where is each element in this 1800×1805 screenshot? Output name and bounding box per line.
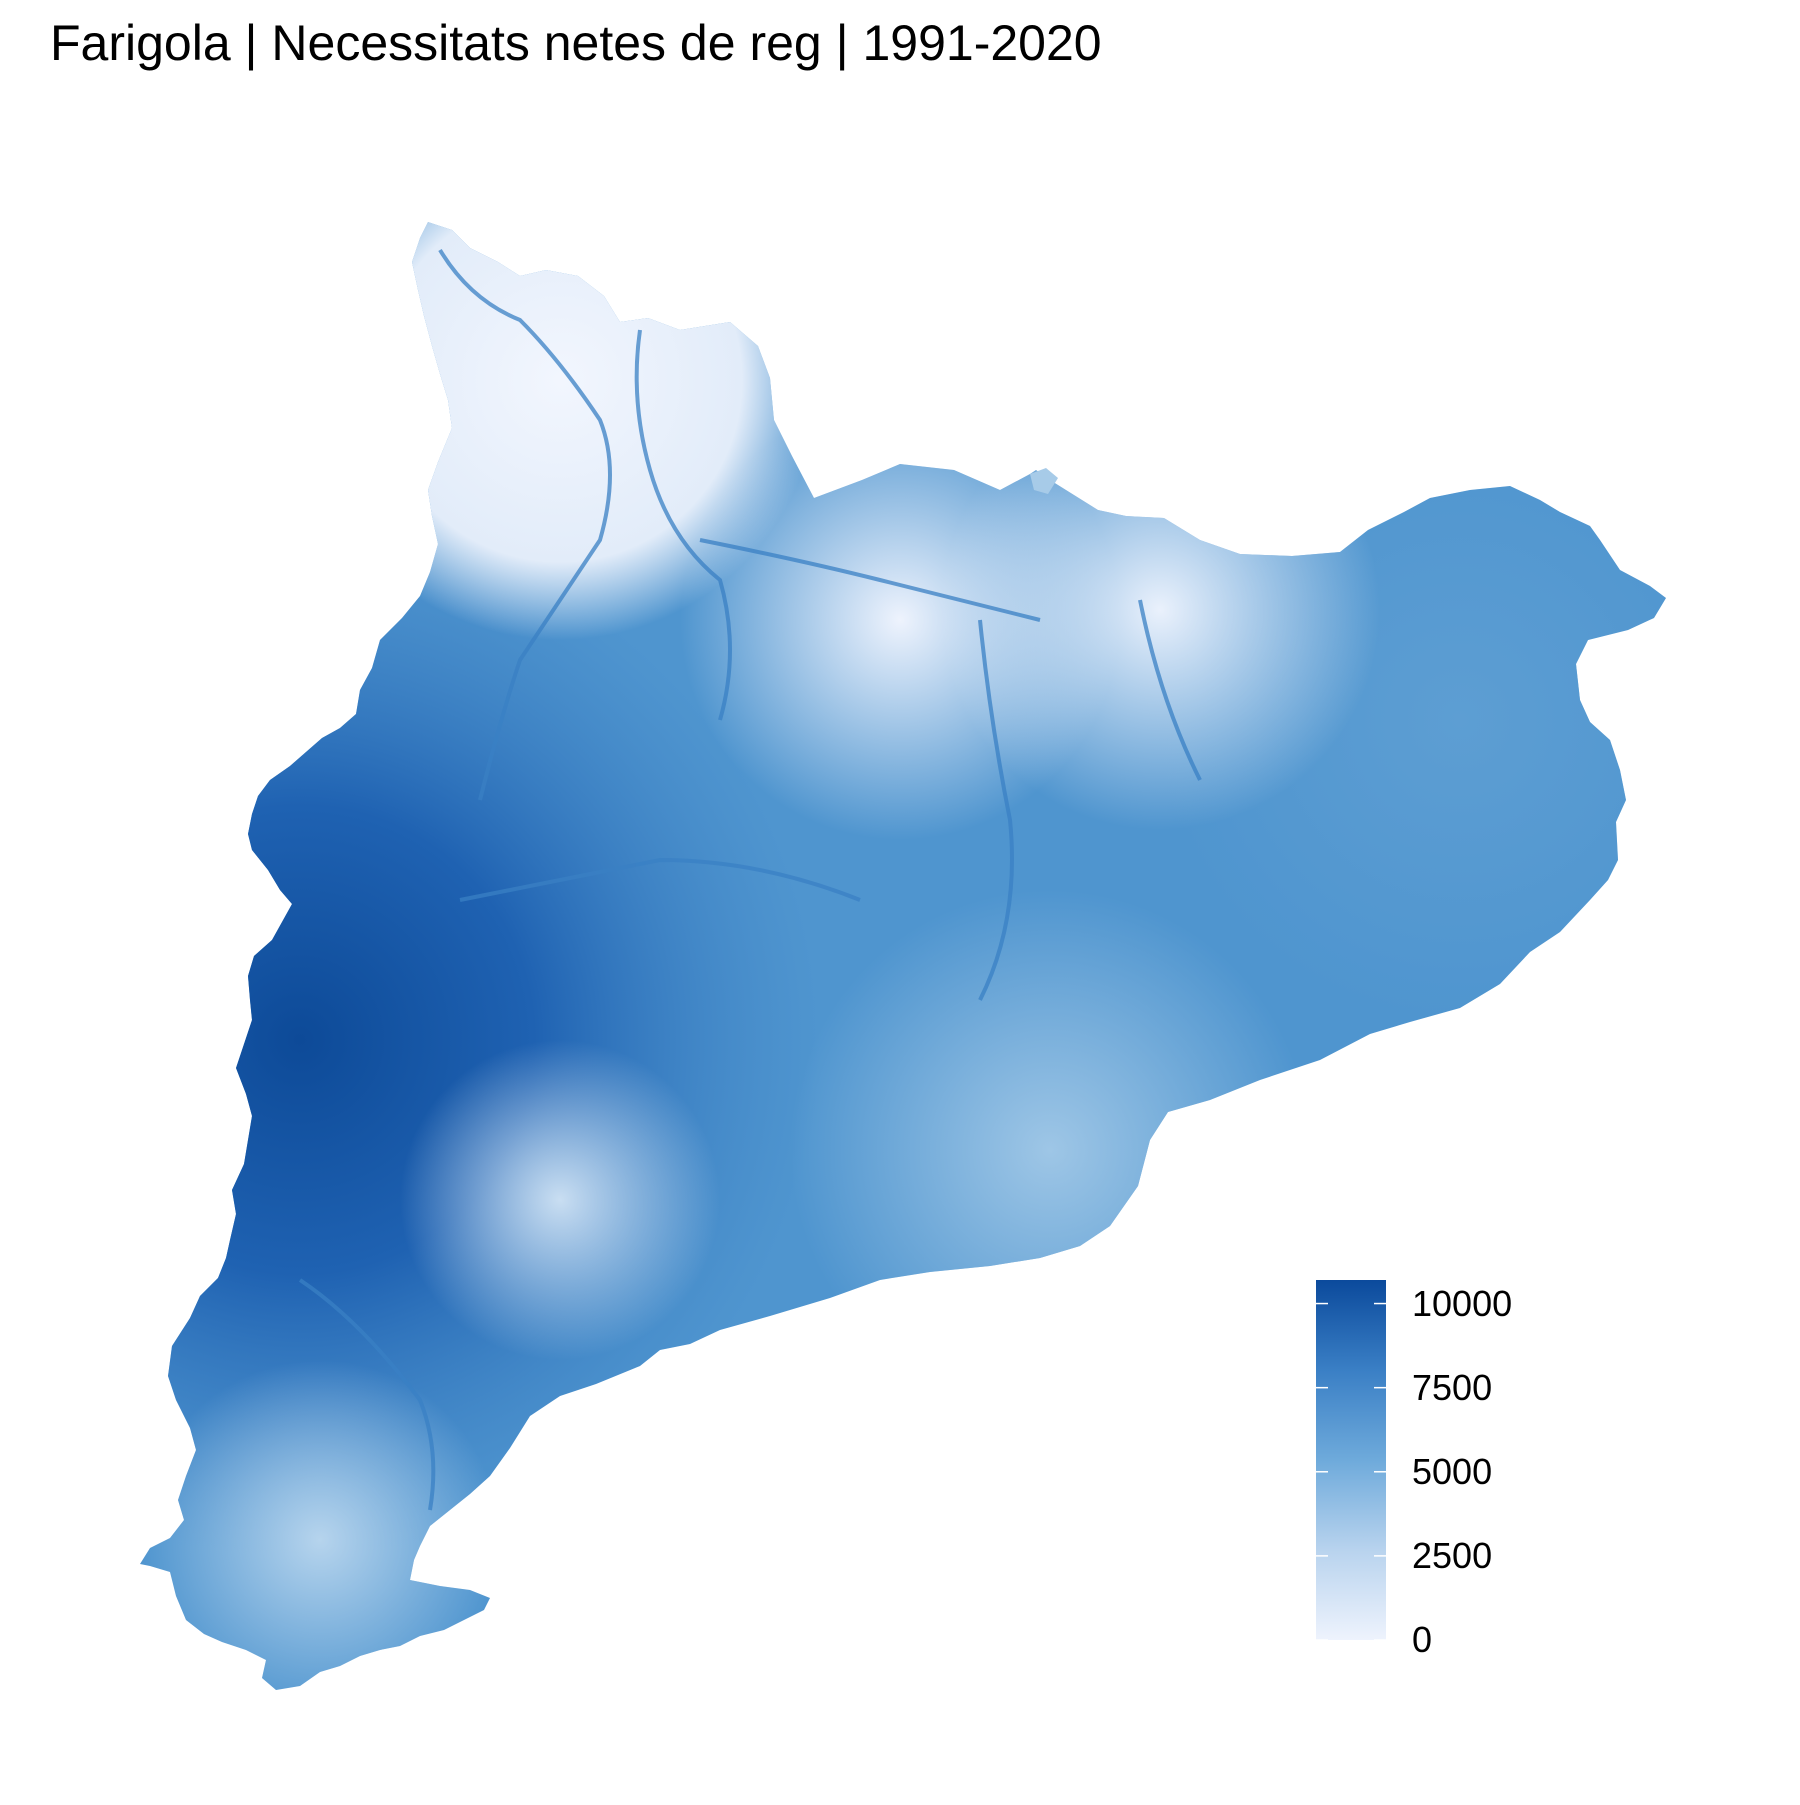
river-valleys [298, 248, 1202, 1511]
legend-tick-label: 10000 [1412, 1282, 1513, 1324]
legend-colorbar [1316, 1280, 1386, 1640]
legend-tick-label: 0 [1412, 1619, 1433, 1660]
map-title: Farigola | Necessitats netes de reg | 19… [50, 15, 1102, 71]
legend-tick-label: 7500 [1412, 1366, 1493, 1408]
enclave [1030, 468, 1058, 494]
legend-tick-label: 5000 [1412, 1450, 1493, 1492]
color-legend: 0 2500 5000 7500 10000 [1316, 1280, 1576, 1658]
legend-tick-label: 2500 [1412, 1534, 1493, 1576]
